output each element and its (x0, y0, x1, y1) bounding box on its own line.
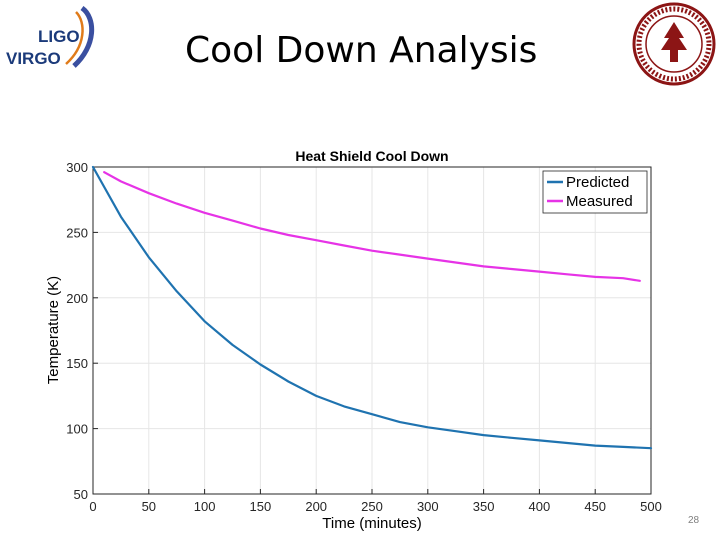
series-line-measured (103, 171, 641, 282)
logo-swoosh-inner (65, 11, 84, 65)
seal-outer-ring (632, 2, 716, 86)
y-tick-label: 300 (66, 160, 88, 175)
x-tick-label: 250 (361, 499, 383, 514)
x-tick-label: 100 (194, 499, 216, 514)
x-tick-label: 500 (640, 499, 662, 514)
x-tick-label: 450 (584, 499, 606, 514)
y-tick-label: 100 (66, 422, 88, 437)
x-tick-label: 200 (305, 499, 327, 514)
axis-ticks: 0 50 100 150 200 250 300 350 400 450 5005010015020… (66, 160, 662, 514)
legend: Predicted Measured (542, 170, 648, 214)
y-axis-label: Temperature (K) (45, 276, 62, 384)
seal-tree-icon (661, 22, 687, 62)
y-tick-label: 250 (66, 225, 88, 240)
seal-text-ring (636, 6, 712, 82)
x-tick-label: 400 (529, 499, 551, 514)
logo-virgo-text: VIRGO (6, 49, 61, 68)
seal-inner-ring (645, 15, 703, 73)
series-line-predicted (91, 165, 653, 450)
stanford-seal-logo (630, 0, 718, 88)
logo-swoosh (72, 5, 95, 68)
x-tick-label: 300 (417, 499, 439, 514)
grid-lines (93, 167, 651, 494)
legend-box (542, 170, 648, 214)
x-tick-label: 0 (89, 499, 96, 514)
x-tick-label: 350 (473, 499, 495, 514)
y-tick-label: 200 (66, 291, 88, 306)
y-tick-label: 150 (66, 356, 88, 371)
y-tick-label: 50 (74, 487, 88, 502)
slide-title: Cool Down Analysis (185, 30, 538, 71)
legend-label-predicted: Predicted (566, 174, 629, 191)
series-lines (91, 165, 653, 450)
slide-number: 28 (688, 515, 700, 526)
x-tick-label: 50 (142, 499, 156, 514)
chart-title: Heat Shield Cool Down (295, 148, 448, 164)
x-tick-label: 150 (250, 499, 272, 514)
legend-label-measured: Measured (566, 193, 633, 210)
x-axis-label: Time (minutes) (322, 515, 421, 532)
logo-ligo-text: LIGO (38, 27, 80, 46)
ligo-virgo-logo: LIGO VIRGO (4, 5, 96, 70)
